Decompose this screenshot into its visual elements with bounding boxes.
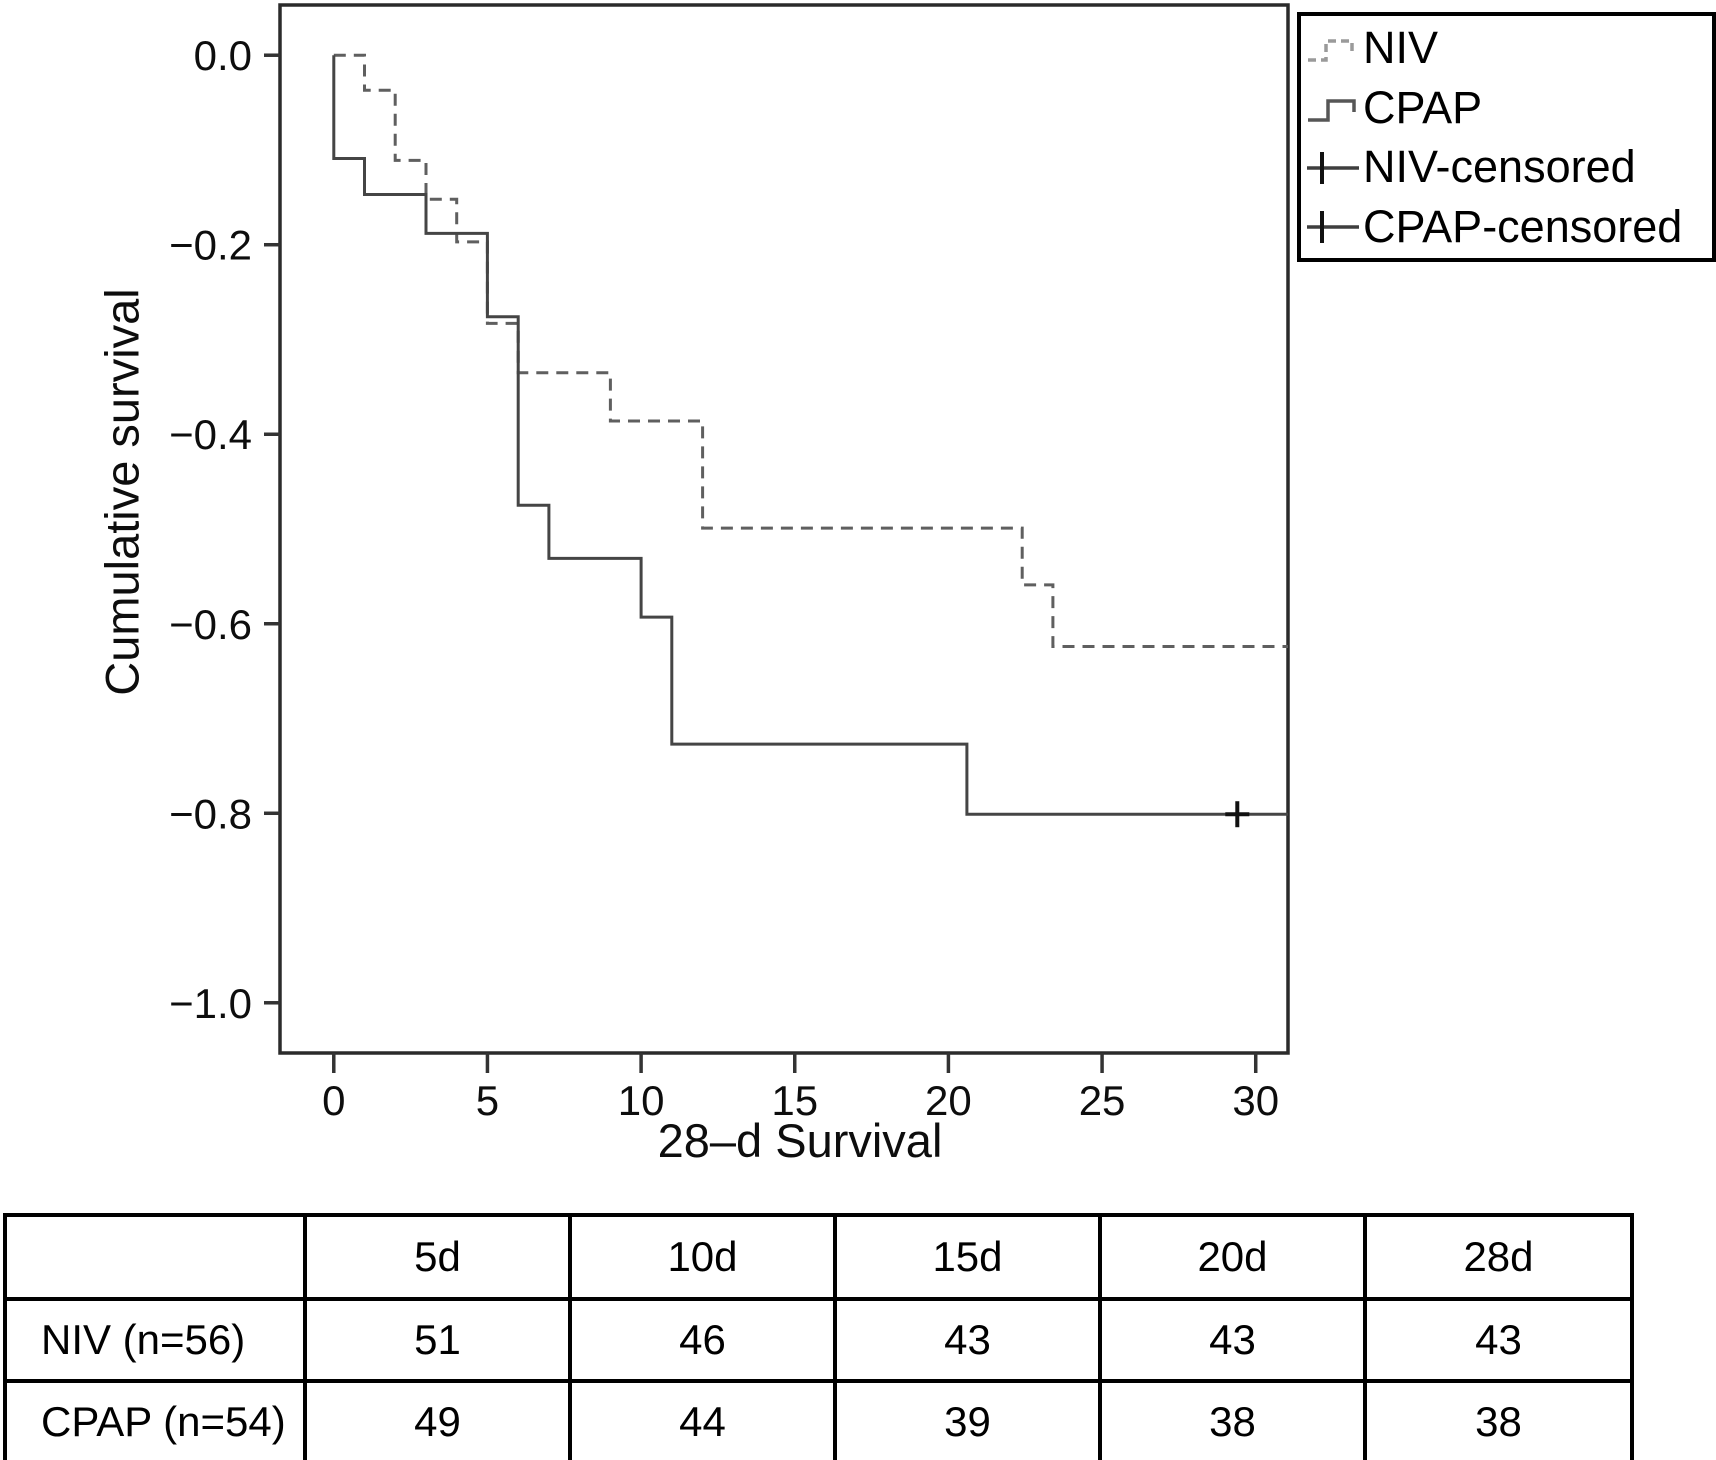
legend-label-cpap: CPAP [1363, 81, 1483, 133]
legend-item-cpap-censored: CPAP-censored [1305, 198, 1712, 254]
x-axis-tick-label: 5 [476, 1077, 499, 1124]
table-row-cpap: CPAP (n=54) 49 44 39 38 38 [3, 1379, 1634, 1460]
niv-censored-plus-icon [1307, 151, 1359, 184]
risk-table-col-5d: 5d [303, 1213, 572, 1301]
survival-chart: 0 5 10 15 20 25 30 0.0 −0.2 −0.4 −0.6 −0.8 −1.0 [169, 3, 1290, 1124]
x-axis-tick-label: 15 [771, 1077, 818, 1124]
risk-table-header-row: 5d 10d 15d 20d 28d [3, 1213, 1634, 1301]
y-axis-tick-label: −1.0 [169, 980, 252, 1027]
cpap-value-28d: 38 [1363, 1379, 1634, 1460]
plot-frame [278, 3, 1290, 1055]
y-axis-tick-label: −0.4 [169, 411, 252, 458]
cpap-row-label: CPAP (n=54) [3, 1379, 307, 1460]
niv-value-10d: 46 [568, 1297, 837, 1383]
x-axis-tick-label: 25 [1079, 1077, 1126, 1124]
cpap-curve [332, 55, 1288, 816]
niv-row-label: NIV (n=56) [3, 1297, 307, 1383]
x-axis-tick-label: 30 [1232, 1077, 1279, 1124]
niv-dashed-step-icon [1308, 39, 1354, 62]
risk-table-corner-cell [3, 1213, 307, 1301]
niv-value-20d: 43 [1098, 1297, 1367, 1383]
x-axis-label: 28–d Survival [657, 1114, 943, 1167]
cpap-value-20d: 38 [1098, 1379, 1367, 1460]
cpap-value-15d: 39 [833, 1379, 1102, 1460]
x-axis-tick-label: 0 [322, 1077, 345, 1124]
x-axis-tick-label: 10 [618, 1077, 665, 1124]
cpap-solid-step-icon [1308, 99, 1356, 122]
cpap-value-5d: 49 [303, 1379, 572, 1460]
x-axis-tick-label: 20 [925, 1077, 972, 1124]
niv-value-15d: 43 [833, 1297, 1102, 1383]
y-axis-tick-label: 0.0 [194, 32, 252, 79]
legend-label-niv-censored: NIV-censored [1363, 141, 1636, 193]
table-row-niv: NIV (n=56) 51 46 43 43 43 [3, 1297, 1634, 1383]
niv-value-28d: 43 [1363, 1297, 1634, 1383]
legend-item-cpap: CPAP [1305, 79, 1712, 135]
legend-label-cpap-censored: CPAP-censored [1363, 200, 1683, 252]
y-axis-label: Cumulative survival [95, 288, 149, 696]
y-axis-tick-label: −0.2 [169, 222, 252, 269]
niv-value-5d: 51 [303, 1297, 572, 1383]
legend: NIV CPAP NIV-censored CPAP-censored [1297, 12, 1716, 262]
y-axis-tick-label: −0.8 [169, 790, 252, 837]
legend-label-niv: NIV [1363, 22, 1439, 74]
risk-table-col-15d: 15d [833, 1213, 1102, 1301]
legend-item-niv-censored: NIV-censored [1305, 139, 1712, 195]
risk-table-col-28d: 28d [1363, 1213, 1634, 1301]
risk-table: 5d 10d 15d 20d 28d NIV (n=56) 51 46 43 4… [3, 1213, 1634, 1460]
niv-curve [333, 53, 1288, 648]
cpap-censored-plus-icon [1307, 211, 1359, 244]
risk-table-col-20d: 20d [1098, 1213, 1367, 1301]
y-axis-tick-label: −0.6 [169, 601, 252, 648]
cpap-value-10d: 44 [568, 1379, 837, 1460]
legend-item-niv: NIV [1305, 20, 1712, 76]
risk-table-col-10d: 10d [568, 1213, 837, 1301]
